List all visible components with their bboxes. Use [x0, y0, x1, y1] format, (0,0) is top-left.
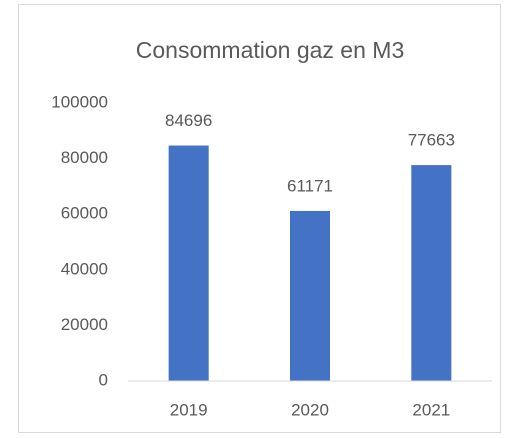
data-label: 84696	[165, 111, 212, 130]
x-tick-label: 2019	[170, 400, 208, 419]
y-tick-label: 100000	[51, 92, 108, 111]
x-tick-label: 2021	[412, 400, 450, 419]
y-tick-label: 80000	[61, 148, 108, 167]
chart-title: Consommation gaz en M3	[136, 37, 404, 63]
bar	[411, 165, 452, 381]
data-label: 77663	[408, 131, 455, 150]
x-tick-label: 2020	[291, 400, 329, 419]
bar	[168, 145, 209, 381]
y-tick-label: 60000	[61, 204, 108, 223]
y-tick-label: 40000	[61, 259, 108, 278]
data-label: 61171	[287, 176, 333, 195]
y-tick-label: 0	[99, 370, 108, 389]
y-tick-label: 20000	[61, 315, 108, 334]
bar	[289, 210, 331, 381]
